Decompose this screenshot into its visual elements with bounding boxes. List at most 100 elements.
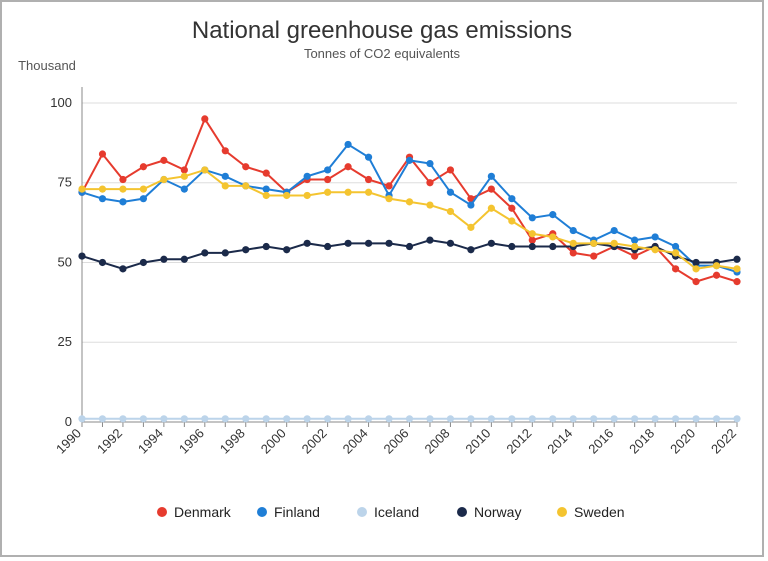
series-marker-iceland: [242, 415, 249, 422]
legend-label: Iceland: [374, 504, 419, 520]
series-marker-iceland: [652, 415, 659, 422]
series-marker-iceland: [201, 415, 208, 422]
series-marker-denmark: [508, 205, 515, 212]
series-marker-finland: [529, 214, 536, 221]
series-marker-finland: [611, 227, 618, 234]
series-marker-finland: [304, 173, 311, 180]
series-marker-denmark: [692, 278, 699, 285]
series-marker-iceland: [631, 415, 638, 422]
x-tick-label: 2014: [544, 426, 575, 457]
series-marker-finland: [570, 227, 577, 234]
series-marker-sweden: [692, 265, 699, 272]
series-marker-iceland: [181, 415, 188, 422]
series-marker-norway: [692, 259, 699, 266]
series-marker-sweden: [385, 195, 392, 202]
series-marker-sweden: [283, 192, 290, 199]
legend-marker: [457, 507, 467, 517]
emissions-chart: 0255075100199019921994199619982000200220…: [2, 2, 762, 555]
legend-marker: [557, 507, 567, 517]
series-marker-norway: [426, 237, 433, 244]
series-marker-iceland: [324, 415, 331, 422]
series-marker-sweden: [488, 205, 495, 212]
series-marker-iceland: [733, 415, 740, 422]
series-marker-sweden: [119, 185, 126, 192]
series-marker-iceland: [283, 415, 290, 422]
legend-item-norway[interactable]: Norway: [457, 504, 521, 520]
series-marker-denmark: [631, 252, 638, 259]
series-marker-finland: [488, 173, 495, 180]
series-marker-finland: [99, 195, 106, 202]
series-marker-iceland: [508, 415, 515, 422]
series-marker-finland: [467, 201, 474, 208]
series-marker-finland: [508, 195, 515, 202]
series-marker-sweden: [570, 240, 577, 247]
series-marker-denmark: [263, 170, 270, 177]
series-marker-sweden: [672, 249, 679, 256]
legend-item-finland[interactable]: Finland: [257, 504, 320, 520]
series-marker-denmark: [201, 115, 208, 122]
x-tick-label: 2012: [503, 426, 534, 457]
legend-item-iceland[interactable]: Iceland: [357, 504, 419, 520]
series-marker-norway: [160, 256, 167, 263]
series-marker-iceland: [713, 415, 720, 422]
x-tick-label: 2006: [381, 426, 412, 457]
series-marker-norway: [508, 243, 515, 250]
legend-item-sweden[interactable]: Sweden: [557, 504, 625, 520]
series-marker-iceland: [447, 415, 454, 422]
series-marker-iceland: [426, 415, 433, 422]
legend-marker: [257, 507, 267, 517]
series-marker-denmark: [140, 163, 147, 170]
series-marker-norway: [242, 246, 249, 253]
series-marker-norway: [529, 243, 536, 250]
series-marker-sweden: [78, 185, 85, 192]
series-marker-finland: [344, 141, 351, 148]
series-marker-norway: [222, 249, 229, 256]
series-marker-iceland: [140, 415, 147, 422]
series-marker-denmark: [713, 272, 720, 279]
series-marker-finland: [181, 185, 188, 192]
series-marker-finland: [140, 195, 147, 202]
series-marker-finland: [406, 157, 413, 164]
series-marker-sweden: [652, 246, 659, 253]
series-marker-iceland: [590, 415, 597, 422]
legend-label: Denmark: [174, 504, 232, 520]
series-marker-iceland: [160, 415, 167, 422]
x-tick-label: 2022: [708, 426, 739, 457]
series-marker-iceland: [488, 415, 495, 422]
y-tick-label: 25: [58, 334, 72, 349]
series-marker-norway: [304, 240, 311, 247]
series-marker-sweden: [160, 176, 167, 183]
series-marker-denmark: [385, 182, 392, 189]
legend-item-denmark[interactable]: Denmark: [157, 504, 232, 520]
x-tick-label: 2008: [422, 426, 453, 457]
series-marker-norway: [488, 240, 495, 247]
x-tick-label: 2018: [626, 426, 657, 457]
y-tick-label: 75: [58, 175, 72, 190]
series-marker-finland: [119, 198, 126, 205]
x-tick-label: 2004: [340, 426, 371, 457]
series-marker-denmark: [181, 166, 188, 173]
series-marker-denmark: [590, 252, 597, 259]
series-marker-sweden: [467, 224, 474, 231]
series-marker-denmark: [365, 176, 372, 183]
series-marker-norway: [99, 259, 106, 266]
series-marker-iceland: [385, 415, 392, 422]
series-marker-finland: [426, 160, 433, 167]
series-marker-iceland: [222, 415, 229, 422]
series-marker-norway: [140, 259, 147, 266]
series-marker-denmark: [733, 278, 740, 285]
series-marker-norway: [201, 249, 208, 256]
series-marker-norway: [78, 252, 85, 259]
series-marker-sweden: [181, 173, 188, 180]
series-marker-denmark: [672, 265, 679, 272]
series-marker-norway: [283, 246, 290, 253]
x-tick-label: 1996: [176, 426, 207, 457]
series-marker-norway: [365, 240, 372, 247]
legend-marker: [157, 507, 167, 517]
series-marker-sweden: [713, 262, 720, 269]
series-marker-finland: [672, 243, 679, 250]
series-marker-norway: [447, 240, 454, 247]
series-marker-finland: [365, 154, 372, 161]
series-marker-sweden: [140, 185, 147, 192]
series-marker-sweden: [549, 233, 556, 240]
